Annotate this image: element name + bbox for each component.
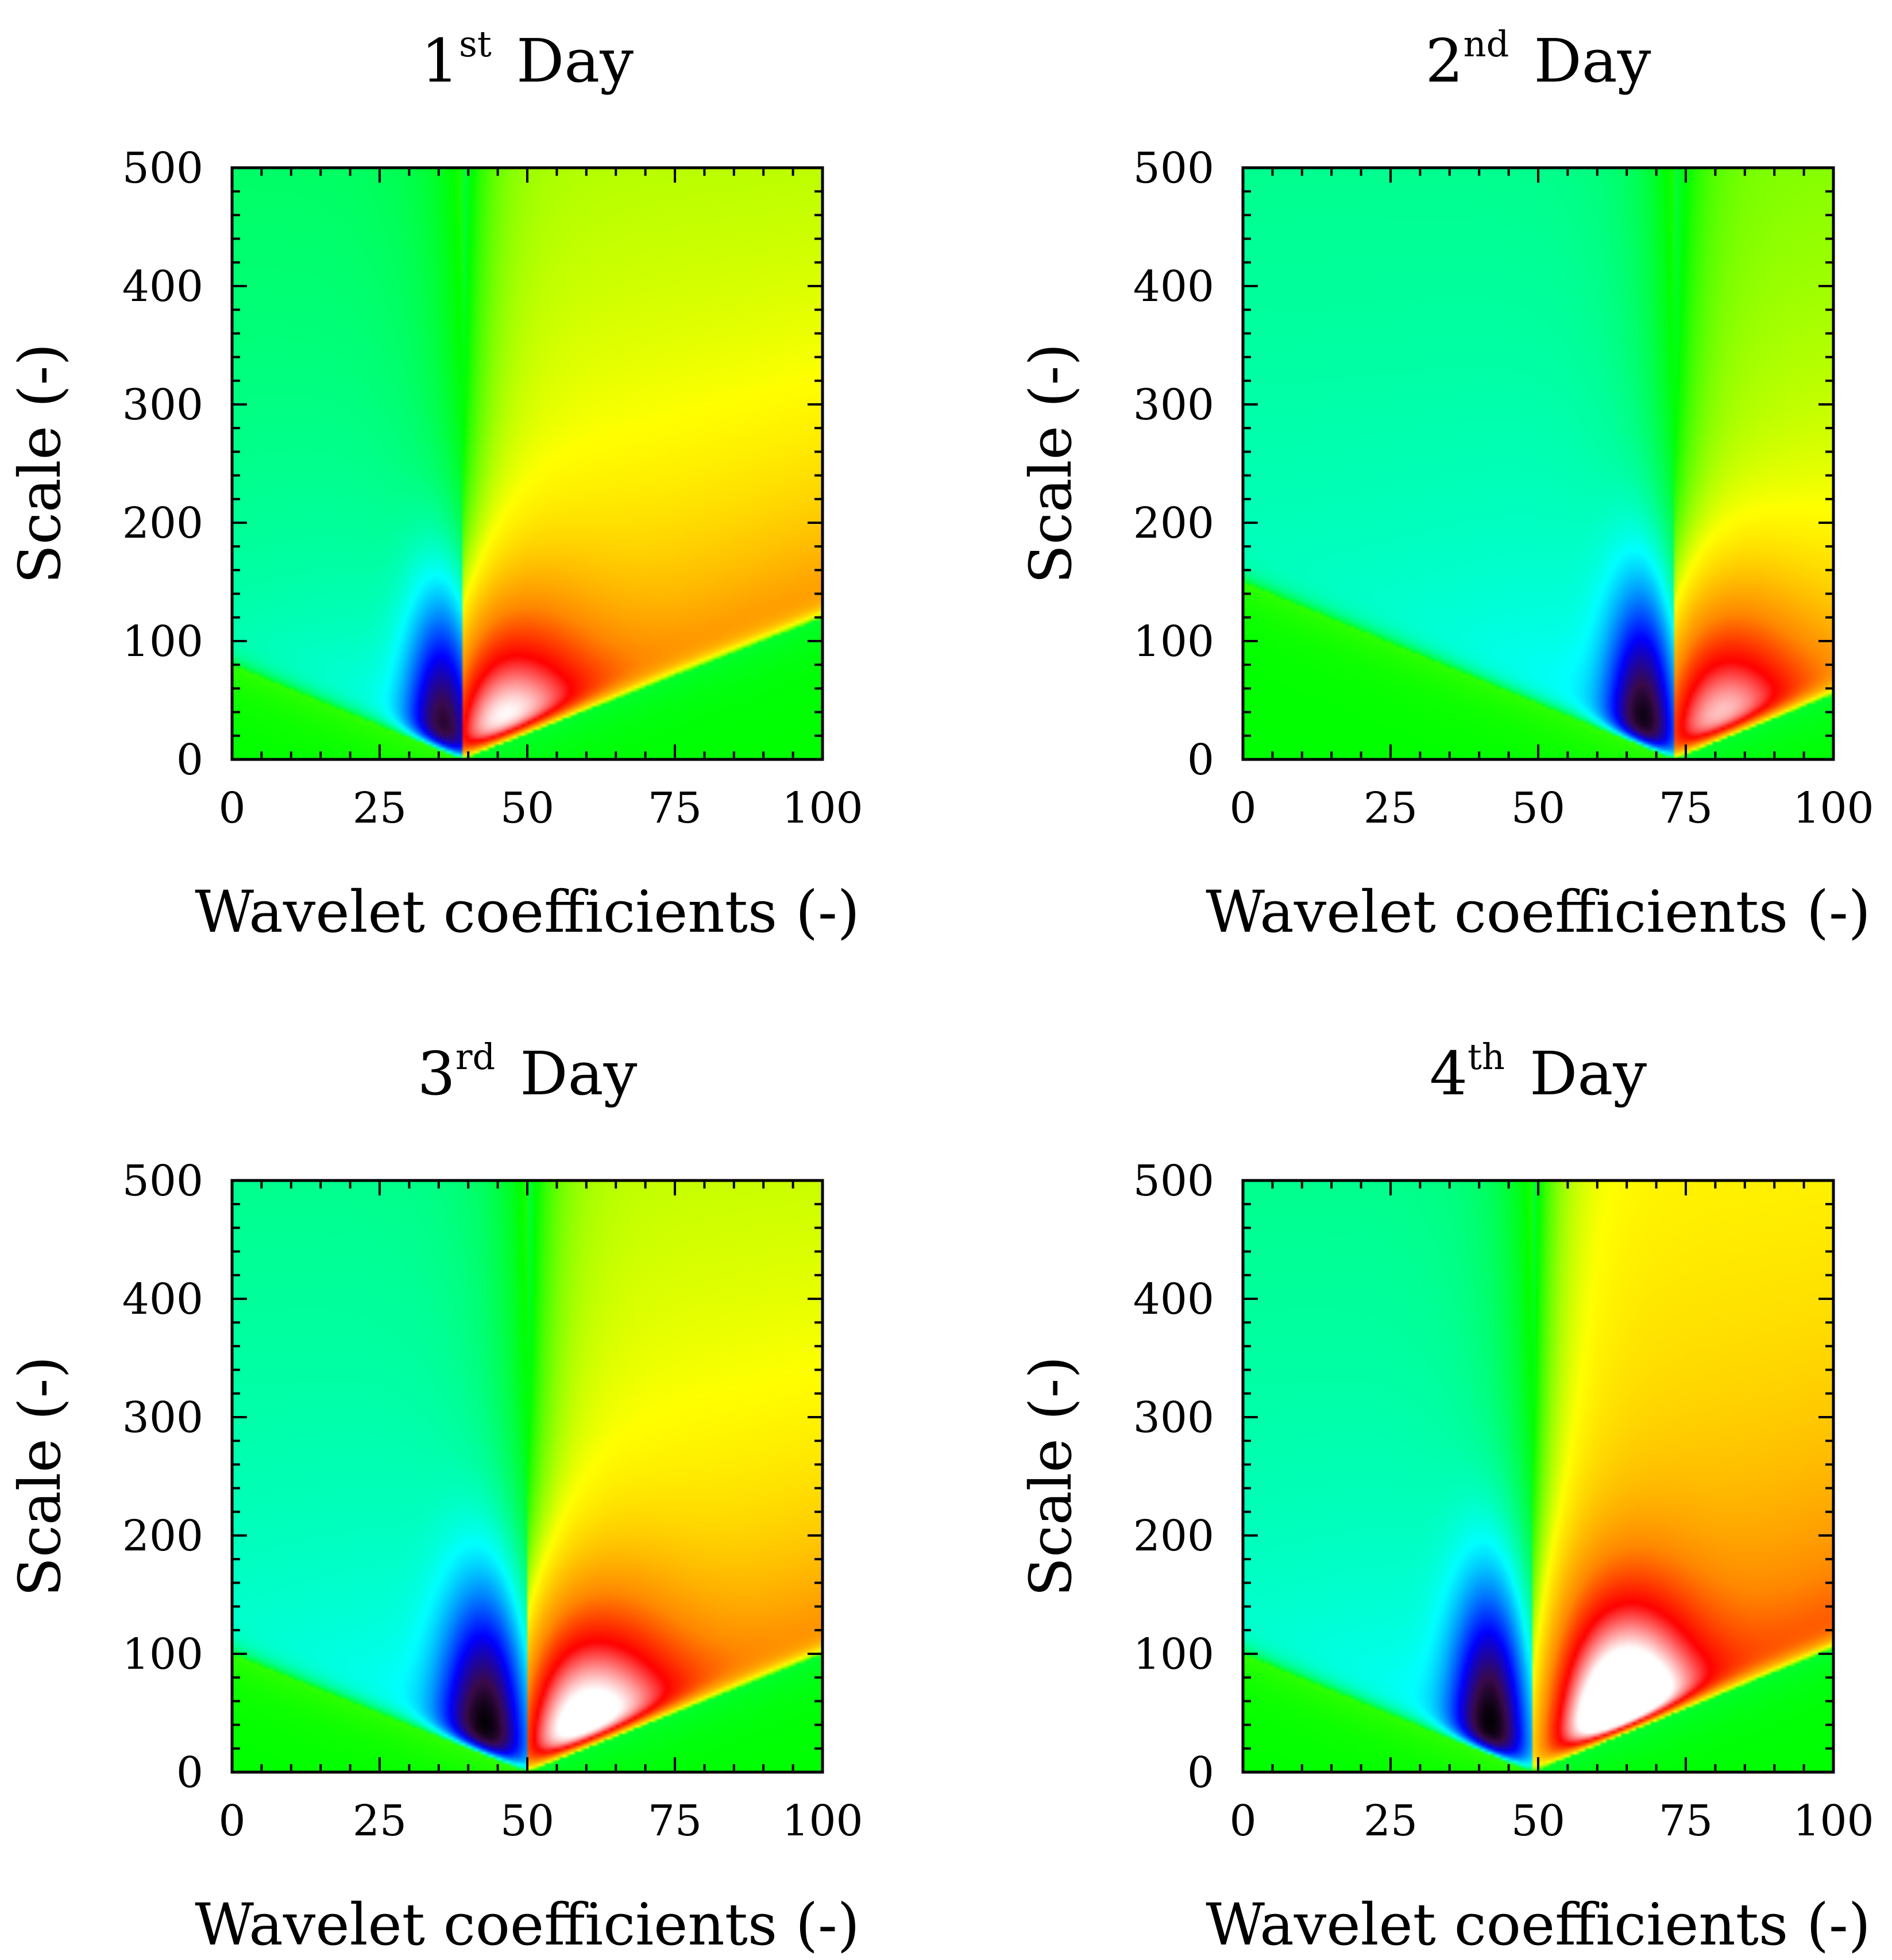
- x-tick-label: 25: [353, 1796, 407, 1846]
- title-number: 1: [421, 26, 459, 96]
- x-tick-label: 75: [648, 784, 702, 833]
- title-word: Day: [1511, 1039, 1647, 1109]
- x-tick-label: 25: [1364, 1796, 1418, 1846]
- title-word: Day: [1515, 26, 1651, 96]
- title-word: Day: [497, 26, 634, 96]
- heatmap-image: [232, 168, 823, 759]
- x-tick-label: 50: [500, 784, 554, 833]
- y-tick-label: 200: [1133, 1511, 1214, 1561]
- title-superscript: st: [459, 23, 492, 65]
- heatmap-image: [1243, 1180, 1833, 1772]
- chart-title: 1st Day: [421, 23, 634, 96]
- y-tick-label: 200: [1133, 499, 1214, 548]
- y-axis-label: Scale (-): [6, 344, 74, 584]
- chart-panel-4: 0 25 50 75 100 0 100 200 300 400 500 Wavelet coeffi…: [1017, 1036, 1874, 1958]
- chart-title: 2nd Day: [1426, 23, 1651, 96]
- x-tick-label: 50: [1511, 1796, 1565, 1846]
- x-tick-label: 0: [218, 784, 245, 833]
- y-tick-label: 400: [1133, 262, 1214, 311]
- x-axis-label: Wavelet coefficients (-): [195, 1891, 860, 1958]
- y-axis-label: Scale (-): [6, 1356, 74, 1597]
- x-tick-label: 25: [353, 784, 407, 833]
- y-tick-label: 200: [122, 499, 203, 548]
- chart-panel-2: 0 25 50 75 100 0 100 200 300 400 500 Wavelet coeffi…: [1017, 23, 1874, 946]
- y-axis-label: Scale (-): [1017, 1356, 1084, 1597]
- y-tick-label: 100: [122, 617, 203, 666]
- chart-title: 4th Day: [1430, 1036, 1647, 1109]
- y-tick-label: 200: [122, 1511, 203, 1561]
- y-axis-label: Scale (-): [1017, 344, 1084, 584]
- x-tick-label: 100: [1793, 784, 1874, 833]
- x-tick-label: 75: [1659, 784, 1713, 833]
- x-tick-label: 50: [500, 1796, 554, 1846]
- title-number: 4: [1430, 1039, 1468, 1109]
- title-number: 3: [418, 1039, 455, 1109]
- y-tick-label: 0: [176, 735, 203, 785]
- y-tick-label: 300: [1133, 380, 1214, 430]
- y-tick-label: 500: [122, 1156, 203, 1206]
- x-axis-label: Wavelet coefficients (-): [195, 878, 860, 946]
- x-tick-label: 100: [1793, 1796, 1874, 1846]
- y-tick-label: 300: [122, 380, 203, 430]
- y-tick-label: 300: [1133, 1393, 1214, 1442]
- x-tick-label: 75: [1659, 1796, 1713, 1846]
- x-tick-label: 0: [1229, 1796, 1256, 1846]
- x-tick-label: 75: [648, 1796, 702, 1846]
- y-tick-label: 500: [122, 144, 203, 193]
- x-tick-label: 50: [1511, 784, 1565, 833]
- y-tick-label: 100: [122, 1630, 203, 1679]
- y-tick-label: 400: [1133, 1275, 1214, 1324]
- x-tick-label: 100: [782, 784, 863, 833]
- x-tick-label: 0: [218, 1796, 245, 1846]
- chart-panel-3: 0 25 50 75 100 0 100 200 300 400 500 Wavelet coeffi…: [6, 1036, 863, 1958]
- heatmap-image: [232, 1180, 823, 1772]
- title-superscript: rd: [455, 1036, 495, 1078]
- y-tick-label: 500: [1133, 144, 1214, 193]
- heatmap-image: [1243, 168, 1833, 759]
- y-tick-label: 400: [122, 262, 203, 311]
- y-tick-label: 0: [176, 1748, 203, 1797]
- y-tick-label: 500: [1133, 1156, 1214, 1206]
- y-tick-label: 400: [122, 1275, 203, 1324]
- y-tick-label: 0: [1187, 1748, 1214, 1797]
- x-axis-label: Wavelet coefficients (-): [1206, 1891, 1871, 1958]
- x-tick-label: 25: [1364, 784, 1418, 833]
- y-tick-label: 100: [1133, 1630, 1214, 1679]
- title-number: 2: [1426, 26, 1464, 96]
- x-tick-label: 100: [782, 1796, 863, 1846]
- y-tick-label: 0: [1187, 735, 1214, 785]
- title-word: Day: [501, 1039, 637, 1109]
- x-tick-label: 0: [1229, 784, 1256, 833]
- title-superscript: nd: [1464, 23, 1509, 65]
- chart-title: 3rd Day: [418, 1036, 638, 1109]
- y-tick-label: 300: [122, 1393, 203, 1442]
- x-axis-label: Wavelet coefficients (-): [1206, 878, 1871, 946]
- chart-panel-1: 0 25 50 75 100 0 100 200 300 400 500 Wavelet coeffi…: [6, 23, 863, 946]
- y-tick-label: 100: [1133, 617, 1214, 666]
- title-superscript: th: [1468, 1036, 1505, 1078]
